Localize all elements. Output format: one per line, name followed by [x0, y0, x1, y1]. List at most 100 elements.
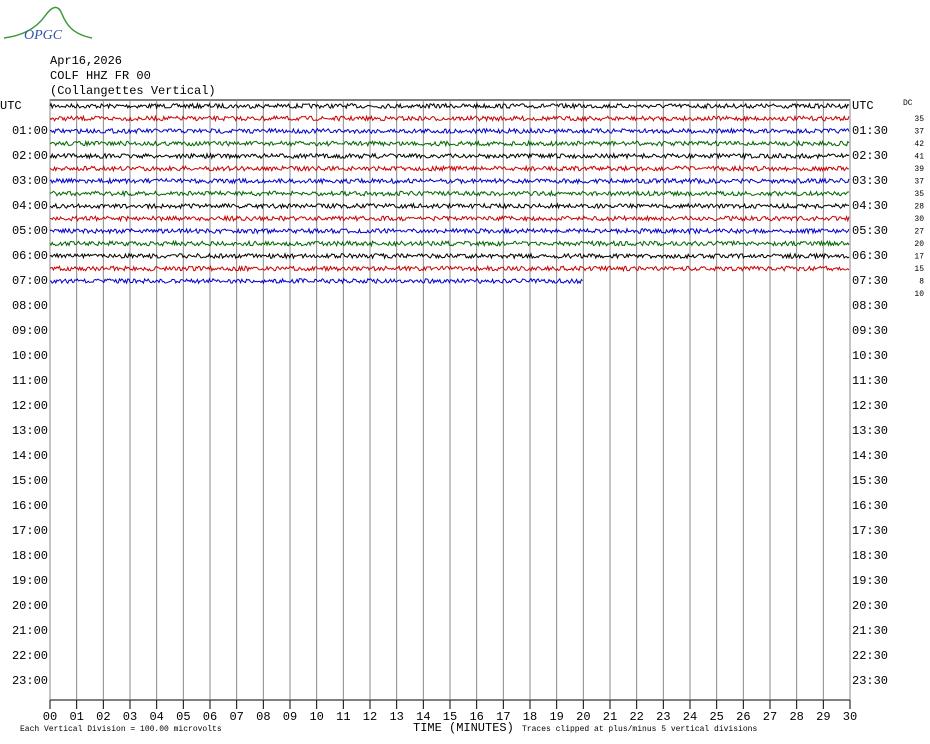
logo-curve [3, 6, 93, 39]
dc-value: 42 [914, 140, 924, 149]
seismic-trace [49, 202, 850, 210]
x-tick-label: 24 [683, 710, 697, 724]
x-tick-label: 18 [523, 710, 537, 724]
logo: OPGC [3, 6, 93, 43]
seismic-trace [49, 127, 850, 135]
seismic-trace [49, 114, 850, 123]
x-tick-label: 01 [69, 710, 83, 724]
seismic-trace [50, 277, 583, 285]
seismic-trace [49, 164, 850, 173]
right-time-label: 10:30 [852, 349, 888, 363]
dc-value: 39 [914, 165, 924, 174]
station-name: (Collangettes Vertical) [50, 84, 216, 98]
left-time-label: 19:00 [12, 574, 48, 588]
x-tick-label: 16 [469, 710, 483, 724]
x-tick-label: 19 [549, 710, 563, 724]
x-tick-label: 14 [416, 710, 430, 724]
x-tick-label: 07 [229, 710, 243, 724]
left-time-label: 18:00 [12, 549, 48, 563]
left-time-label: 04:00 [12, 199, 48, 213]
right-time-label: 15:30 [852, 474, 888, 488]
left-time-label: 09:00 [12, 324, 48, 338]
x-tick-label: 26 [736, 710, 750, 724]
left-time-label: 03:00 [12, 174, 48, 188]
x-tick-label: 02 [96, 710, 110, 724]
right-time-label: 03:30 [852, 174, 888, 188]
dc-value: 35 [914, 190, 924, 199]
x-tick-label: 13 [389, 710, 403, 724]
footer-scale: Each Vertical Division = 100.00 microvol… [20, 725, 222, 734]
right-time-label: 01:30 [852, 124, 888, 138]
x-tick-label: 15 [443, 710, 457, 724]
station-date: Apr16,2026 [50, 54, 122, 68]
dc-value: 20 [914, 240, 924, 249]
right-time-label: 07:30 [852, 274, 888, 288]
right-time-label: 12:30 [852, 399, 888, 413]
right-time-label: 13:30 [852, 424, 888, 438]
seismic-trace [49, 239, 850, 248]
right-time-label: 18:30 [852, 549, 888, 563]
dc-value: 17 [914, 253, 924, 262]
dc-value: 15 [914, 265, 924, 274]
dc-value: 35 [914, 115, 924, 124]
right-time-label: 06:30 [852, 249, 888, 263]
left-time-label: 11:00 [12, 374, 48, 388]
right-time-label: 11:30 [852, 374, 888, 388]
left-time-label: 06:00 [12, 249, 48, 263]
x-tick-label: 06 [203, 710, 217, 724]
x-tick-label: 11 [336, 710, 350, 724]
x-tick-label: 28 [789, 710, 803, 724]
dc-value: 41 [914, 153, 924, 162]
x-tick-label: 17 [496, 710, 510, 724]
x-tick-label: 30 [843, 710, 857, 724]
left-time-label: UTC [0, 99, 22, 113]
right-time-label: 22:30 [852, 649, 888, 663]
left-time-label: 14:00 [12, 449, 48, 463]
right-time-label: 19:30 [852, 574, 888, 588]
right-time-label: 09:30 [852, 324, 888, 338]
left-time-label: 20:00 [12, 599, 48, 613]
left-time-label: 01:00 [12, 124, 48, 138]
x-tick-label: 25 [709, 710, 723, 724]
x-tick-label: 12 [363, 710, 377, 724]
left-time-label: 05:00 [12, 224, 48, 238]
x-tick-label: 04 [149, 710, 163, 724]
right-time-label: 02:30 [852, 149, 888, 163]
x-tick-label: 23 [656, 710, 670, 724]
right-time-label: 17:30 [852, 524, 888, 538]
left-time-label: 12:00 [12, 399, 48, 413]
station-code: COLF HHZ FR 00 [50, 69, 151, 83]
dc-value: 37 [914, 128, 924, 137]
seismic-trace [50, 214, 850, 223]
left-time-label: 08:00 [12, 299, 48, 313]
x-tick-label: 20 [576, 710, 590, 724]
left-time-label: 21:00 [12, 624, 48, 638]
left-time-label: 22:00 [12, 649, 48, 663]
seismic-trace [49, 102, 850, 110]
x-tick-label: 08 [256, 710, 270, 724]
seismic-trace [49, 264, 850, 273]
right-time-label: 05:30 [852, 224, 888, 238]
seismic-trace [49, 139, 850, 148]
footer-clip: Traces clipped at plus/minus 5 vertical … [522, 725, 757, 734]
x-tick-label: 00 [43, 710, 57, 724]
dc-value: 8 [919, 278, 924, 287]
x-axis-title: TIME (MINUTES) [413, 721, 514, 735]
dc-value: 30 [914, 215, 924, 224]
seismic-trace [49, 177, 850, 185]
x-tick-label: 10 [309, 710, 323, 724]
right-time-label: 21:30 [852, 624, 888, 638]
right-time-label: 04:30 [852, 199, 888, 213]
left-time-label: 17:00 [12, 524, 48, 538]
x-tick-label: 05 [176, 710, 190, 724]
dc-value: 10 [914, 290, 924, 299]
x-tick-label: 29 [816, 710, 830, 724]
left-time-label: 15:00 [12, 474, 48, 488]
x-tick-label: 09 [283, 710, 297, 724]
x-tick-label: 03 [123, 710, 137, 724]
right-time-label: 08:30 [852, 299, 888, 313]
dc-value: 27 [914, 228, 924, 237]
seismic-trace [49, 152, 850, 160]
dc-value: 37 [914, 178, 924, 187]
